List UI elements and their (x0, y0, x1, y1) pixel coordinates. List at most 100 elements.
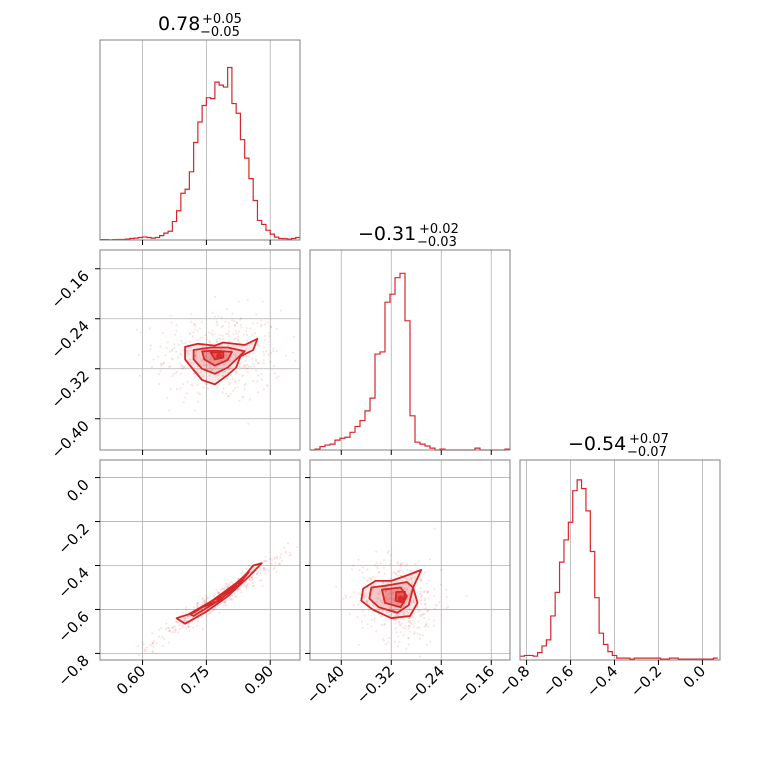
sample-point (187, 625, 190, 628)
sample-point (392, 618, 395, 622)
sample-point (225, 377, 228, 381)
sample-point (388, 597, 391, 600)
sample-point (207, 331, 210, 334)
sample-point (223, 588, 226, 591)
sample-point (231, 378, 234, 381)
sample-point (207, 351, 210, 354)
sample-point (423, 607, 426, 611)
sample-point (363, 596, 366, 599)
sample-point (396, 645, 399, 648)
sample-point (167, 626, 170, 629)
sample-point (387, 593, 390, 596)
sample-point (235, 371, 238, 374)
sample-point (264, 569, 267, 572)
sample-point (433, 527, 436, 530)
panel-frame (99, 39, 301, 241)
sample-point (196, 605, 199, 608)
sample-point (227, 321, 231, 324)
sample-point (219, 588, 222, 591)
sample-point (414, 563, 417, 566)
sample-point (256, 361, 259, 365)
sample-point (169, 388, 172, 391)
sample-point (208, 366, 211, 369)
sample-point (251, 322, 255, 325)
sample-point (159, 370, 162, 373)
sample-point (165, 622, 168, 625)
sample-point (190, 362, 193, 365)
sample-point (398, 623, 401, 626)
sample-point (365, 599, 368, 603)
sample-point (143, 648, 146, 651)
sample-point (257, 343, 260, 347)
sample-point (356, 615, 359, 618)
panel-content (135, 295, 297, 425)
sample-point (435, 604, 438, 607)
sample-point (412, 625, 415, 629)
sample-point (219, 348, 222, 351)
sample-point (236, 338, 239, 341)
sample-point (261, 584, 264, 587)
sample-point (279, 553, 283, 556)
sample-point (262, 350, 265, 353)
sample-point (247, 582, 250, 586)
title-param-2: −0.31 +0.02 −0.03 (358, 222, 459, 250)
sample-point (419, 615, 422, 618)
sample-point (208, 610, 211, 613)
sample-point (409, 577, 413, 580)
sample-point (399, 565, 402, 568)
sample-point (143, 649, 146, 652)
sample-point (176, 621, 179, 624)
sample-point (405, 588, 408, 592)
sample-point (398, 569, 401, 572)
sample-point (384, 618, 387, 621)
sample-point (215, 320, 219, 323)
title-3-minus: −0.07 (627, 445, 667, 460)
sample-point (352, 591, 356, 594)
sample-point (412, 632, 416, 636)
sample-point (401, 562, 404, 565)
sample-point (236, 588, 240, 591)
sample-point (396, 602, 399, 605)
sample-point (196, 624, 199, 627)
sample-point (373, 564, 376, 567)
sample-point (410, 576, 413, 580)
sample-point (252, 379, 255, 382)
sample-point (167, 641, 170, 644)
sample-point (234, 380, 237, 384)
sample-point (174, 333, 177, 336)
y-tick-label: −0.2 (54, 520, 92, 558)
sample-point (407, 617, 411, 620)
sample-point (388, 592, 391, 595)
sample-point (151, 650, 154, 654)
sample-point (224, 392, 227, 395)
sample-point (222, 363, 225, 366)
sample-point (204, 600, 207, 603)
sample-point (199, 336, 202, 339)
sample-point (406, 611, 410, 615)
sample-point (284, 354, 288, 357)
sample-point (262, 567, 266, 570)
sample-point (181, 626, 184, 629)
sample-point (350, 568, 354, 571)
sample-point (250, 575, 253, 579)
sample-point (184, 341, 187, 345)
sample-point (183, 617, 187, 620)
sample-point (248, 398, 252, 401)
y-tick-label: −0.40 (48, 417, 93, 462)
sample-point (419, 633, 422, 636)
sample-point (420, 599, 423, 602)
sample-point (188, 332, 191, 336)
sample-point (217, 591, 220, 594)
sample-point (194, 353, 198, 356)
sample-point (233, 591, 236, 595)
sample-point (291, 351, 295, 354)
sample-point (181, 342, 184, 345)
sample-point (423, 571, 426, 574)
sample-point (419, 592, 422, 595)
sample-point (214, 607, 217, 610)
sample-point (213, 366, 216, 369)
density-peak (216, 353, 223, 360)
sample-point (227, 344, 230, 347)
sample-point (173, 624, 176, 628)
